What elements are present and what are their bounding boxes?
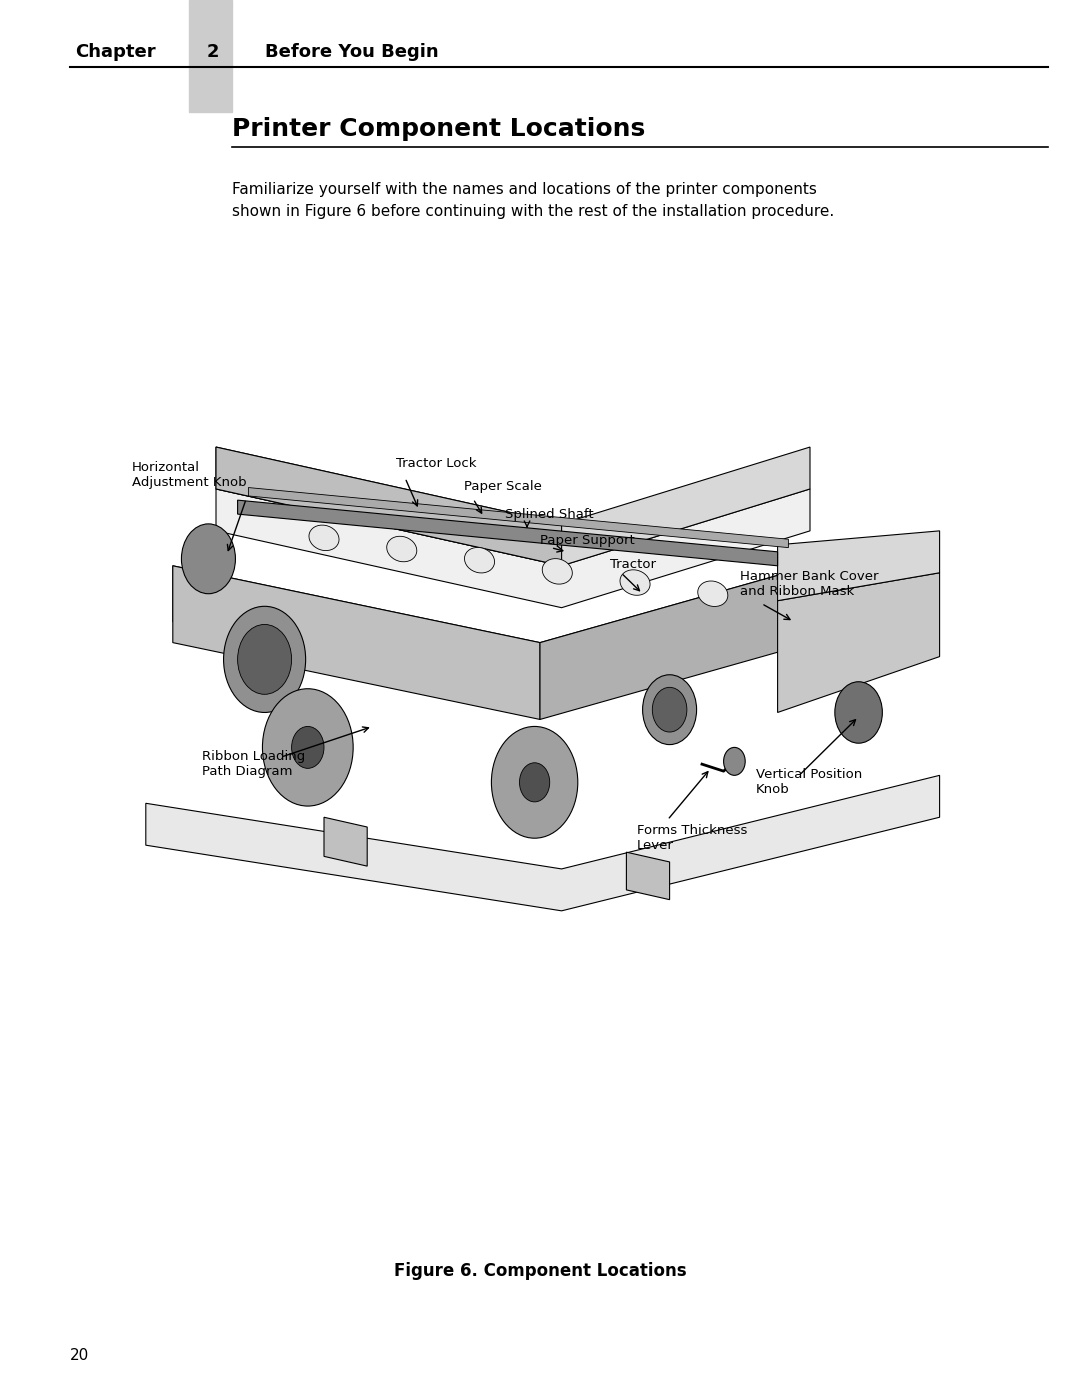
Circle shape [835, 682, 882, 743]
Circle shape [652, 687, 687, 732]
Text: Ribbon Loading
Path Diagram: Ribbon Loading Path Diagram [202, 750, 306, 778]
Polygon shape [778, 531, 940, 601]
Polygon shape [248, 488, 788, 548]
Ellipse shape [620, 570, 650, 595]
Ellipse shape [542, 559, 572, 584]
Text: Chapter: Chapter [76, 43, 157, 60]
Circle shape [643, 675, 697, 745]
Text: Tractor: Tractor [610, 557, 657, 571]
Polygon shape [540, 545, 886, 719]
Text: Paper Support: Paper Support [540, 534, 635, 548]
Polygon shape [216, 489, 810, 608]
Circle shape [292, 726, 324, 768]
Polygon shape [173, 545, 886, 698]
Text: Printer Component Locations: Printer Component Locations [232, 116, 646, 141]
Polygon shape [626, 852, 670, 900]
Text: Vertical Position
Knob: Vertical Position Knob [756, 768, 862, 796]
Ellipse shape [309, 525, 339, 550]
Circle shape [238, 624, 292, 694]
Polygon shape [238, 500, 778, 566]
Circle shape [262, 689, 353, 806]
Polygon shape [216, 447, 562, 566]
Circle shape [519, 763, 550, 802]
Text: 20: 20 [70, 1348, 90, 1362]
Circle shape [491, 726, 578, 838]
Polygon shape [778, 573, 940, 712]
Bar [189, 0, 232, 112]
Circle shape [224, 606, 306, 712]
Text: Before You Begin: Before You Begin [265, 43, 438, 60]
Text: 2: 2 [206, 43, 219, 60]
Text: Paper Scale: Paper Scale [464, 479, 542, 493]
Ellipse shape [464, 548, 495, 573]
Text: Hammer Bank Cover
and Ribbon Mask: Hammer Bank Cover and Ribbon Mask [740, 570, 878, 598]
Polygon shape [173, 566, 540, 719]
Text: Figure 6. Component Locations: Figure 6. Component Locations [394, 1263, 686, 1280]
Text: Forms Thickness
Lever: Forms Thickness Lever [637, 824, 747, 852]
Polygon shape [216, 447, 810, 566]
Text: Horizontal
Adjustment Knob: Horizontal Adjustment Knob [132, 461, 246, 489]
Polygon shape [324, 817, 367, 866]
Ellipse shape [698, 581, 728, 606]
Ellipse shape [387, 536, 417, 562]
Polygon shape [146, 775, 940, 911]
Text: Familiarize yourself with the names and locations of the printer components
show: Familiarize yourself with the names and … [232, 182, 835, 219]
Circle shape [724, 747, 745, 775]
Text: Tractor Lock: Tractor Lock [396, 457, 477, 471]
Circle shape [181, 524, 235, 594]
Text: Splined Shaft: Splined Shaft [505, 507, 594, 521]
